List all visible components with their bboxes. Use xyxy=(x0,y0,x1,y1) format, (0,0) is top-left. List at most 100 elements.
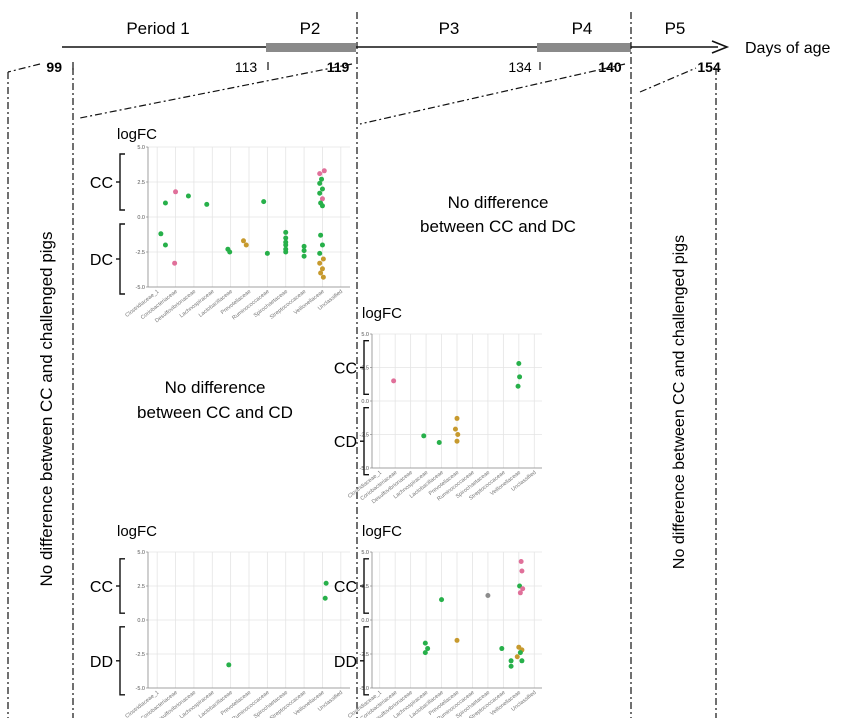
period-label-5: P5 xyxy=(665,19,686,38)
data-point xyxy=(317,180,323,186)
y-tick-label: 5.0 xyxy=(137,145,145,151)
y-tick-label: 0.0 xyxy=(137,618,145,624)
period-guides xyxy=(7,12,717,718)
data-point xyxy=(322,595,328,601)
data-point xyxy=(455,432,461,437)
y-tick-label: 2.5 xyxy=(361,584,369,590)
data-point xyxy=(514,654,520,660)
group-label-upper: CC xyxy=(90,175,113,192)
group-label-lower: DC xyxy=(90,252,113,269)
data-point xyxy=(172,260,178,266)
data-point xyxy=(283,242,289,248)
data-point xyxy=(317,250,323,256)
fan-right xyxy=(639,67,697,93)
panel-ylabel: logFC xyxy=(117,126,157,143)
group-label-upper: CC xyxy=(334,579,357,596)
group-bracket-lower xyxy=(363,626,369,696)
data-point xyxy=(226,662,232,668)
group-label-lower: CD xyxy=(334,434,357,451)
data-point xyxy=(283,249,289,255)
data-point xyxy=(162,200,168,206)
data-point xyxy=(240,238,246,244)
data-point xyxy=(261,199,267,205)
data-point xyxy=(421,433,427,439)
data-point xyxy=(158,231,164,237)
data-point xyxy=(162,242,168,248)
y-tick-label: -5.0 xyxy=(136,686,145,692)
right-side-note: No difference between CC and challenged … xyxy=(671,235,688,569)
data-point xyxy=(317,190,323,196)
scatter-panel-p4-cc-dd: 5.02.50.0-2.5-5.0Clostridiaceae_1Corioba… xyxy=(334,523,542,718)
data-point xyxy=(317,171,323,177)
scatter-panel-p4-cc-cd: 5.02.50.0-2.5-5.0Clostridiaceae_1Corioba… xyxy=(334,305,542,505)
data-point xyxy=(391,378,397,384)
y-tick-label: 0.0 xyxy=(361,399,369,405)
data-point xyxy=(264,250,270,256)
y-tick-label: 5.0 xyxy=(361,332,369,338)
data-point xyxy=(508,658,514,664)
data-point xyxy=(436,440,442,446)
timeline: Period 1 P2 P3 P4 P5 Days of age 99 113 … xyxy=(46,19,830,75)
data-point xyxy=(204,201,210,207)
data-point xyxy=(519,658,525,664)
data-point xyxy=(320,274,326,280)
data-point xyxy=(518,559,524,565)
data-point xyxy=(454,637,460,643)
data-point xyxy=(422,650,428,656)
data-point xyxy=(422,640,428,646)
tick-day-99: 99 xyxy=(46,59,62,75)
data-point xyxy=(319,266,325,272)
data-point xyxy=(452,426,458,432)
fan-p2 xyxy=(79,63,353,119)
scatter-panels: 5.02.50.0-2.5-5.0Clostridiaceae_1Corioba… xyxy=(90,126,542,718)
group-bracket-upper xyxy=(119,153,125,211)
timeline-arrowhead xyxy=(711,40,730,54)
period-bar-p4 xyxy=(537,43,631,52)
data-point xyxy=(516,360,522,366)
data-point xyxy=(243,242,249,248)
data-point xyxy=(319,186,325,192)
y-tick-label: -2.5 xyxy=(136,652,145,658)
note-cc-dc-line2: between CC and DC xyxy=(420,217,576,236)
data-point xyxy=(517,590,523,596)
fan-p4 xyxy=(359,63,626,125)
data-point xyxy=(318,232,324,238)
data-point xyxy=(425,646,431,652)
data-point xyxy=(520,586,526,592)
panel-ylabel: logFC xyxy=(117,523,157,540)
group-bracket-lower xyxy=(119,223,125,295)
period-label-1: Period 1 xyxy=(126,19,189,38)
data-point xyxy=(499,646,505,652)
y-tick-label: 2.5 xyxy=(137,180,145,186)
timeline-axis-label: Days of age xyxy=(745,40,830,57)
data-point xyxy=(301,243,307,249)
group-label-upper: CC xyxy=(90,579,113,596)
data-point xyxy=(317,260,323,266)
data-point xyxy=(319,196,325,202)
y-tick-label: 5.0 xyxy=(137,550,145,556)
data-point xyxy=(454,415,460,421)
data-point xyxy=(185,193,191,199)
group-label-lower: DD xyxy=(334,654,357,671)
period-bar-p2 xyxy=(266,43,356,52)
data-point xyxy=(517,650,523,656)
data-point xyxy=(283,229,289,235)
data-point xyxy=(173,189,179,195)
data-point xyxy=(301,253,307,259)
tick-day-154: 154 xyxy=(697,59,721,75)
panel-ylabel: logFC xyxy=(362,305,402,322)
y-tick-label: 0.0 xyxy=(137,215,145,221)
data-point xyxy=(321,168,327,174)
left-side-note: No difference between CC and challenged … xyxy=(37,231,56,586)
group-bracket-upper xyxy=(119,558,125,614)
data-point xyxy=(283,235,289,241)
panel-ylabel: logFC xyxy=(362,523,402,540)
group-bracket-lower xyxy=(119,626,125,696)
group-label-upper: CC xyxy=(334,361,357,378)
x-tick-label: Clostridiaceae_1 xyxy=(124,690,160,718)
y-tick-label: -2.5 xyxy=(136,250,145,256)
note-cc-cd-line2: between CC and CD xyxy=(137,403,293,422)
tick-day-134: 134 xyxy=(508,59,532,75)
data-point xyxy=(301,248,307,254)
